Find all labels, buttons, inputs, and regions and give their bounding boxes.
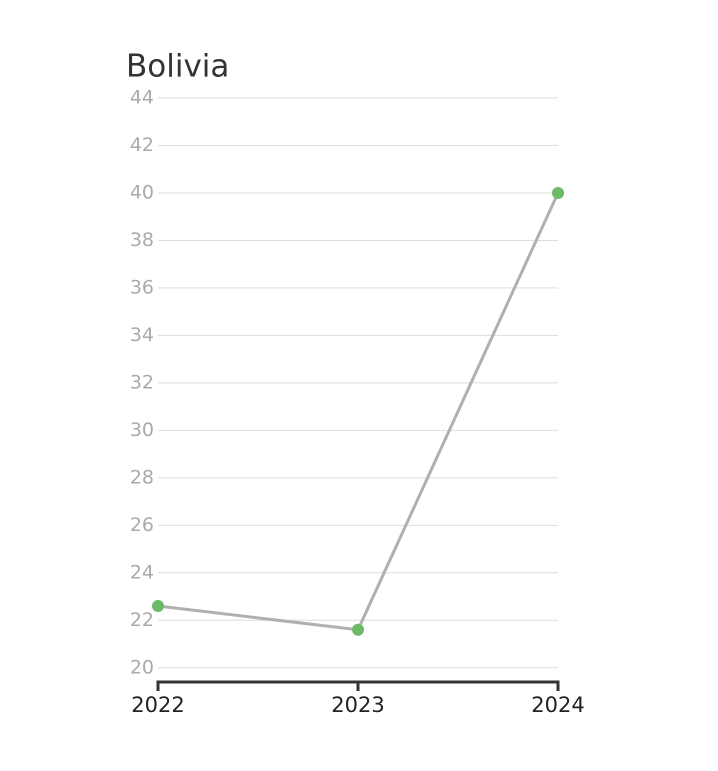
point — [552, 186, 564, 199]
y-tick-label: 22 — [130, 609, 154, 631]
line — [157, 192, 560, 632]
y-tick-label: 40 — [130, 181, 154, 203]
y-tick-label: 36 — [130, 276, 154, 298]
y-tick-label: 26 — [130, 514, 154, 536]
point — [152, 600, 164, 613]
y-tick-label: 38 — [130, 229, 154, 251]
chart-title: Bolivia — [126, 49, 229, 85]
x-tick-label: 2023 — [331, 693, 384, 717]
y-tick-label: 42 — [130, 134, 154, 156]
y-tick-label: 44 — [130, 87, 154, 109]
x-tick-label: 2024 — [531, 693, 584, 717]
y-tick-label: 24 — [130, 561, 154, 583]
y-tick-label: 30 — [130, 419, 154, 441]
y-tick-label: 28 — [130, 466, 154, 488]
y-tick-label: 20 — [130, 656, 154, 678]
point — [352, 623, 364, 636]
y-tick-label: 32 — [130, 371, 154, 393]
y-tick-label: 34 — [130, 324, 154, 346]
x-tick-label: 2022 — [131, 693, 184, 717]
